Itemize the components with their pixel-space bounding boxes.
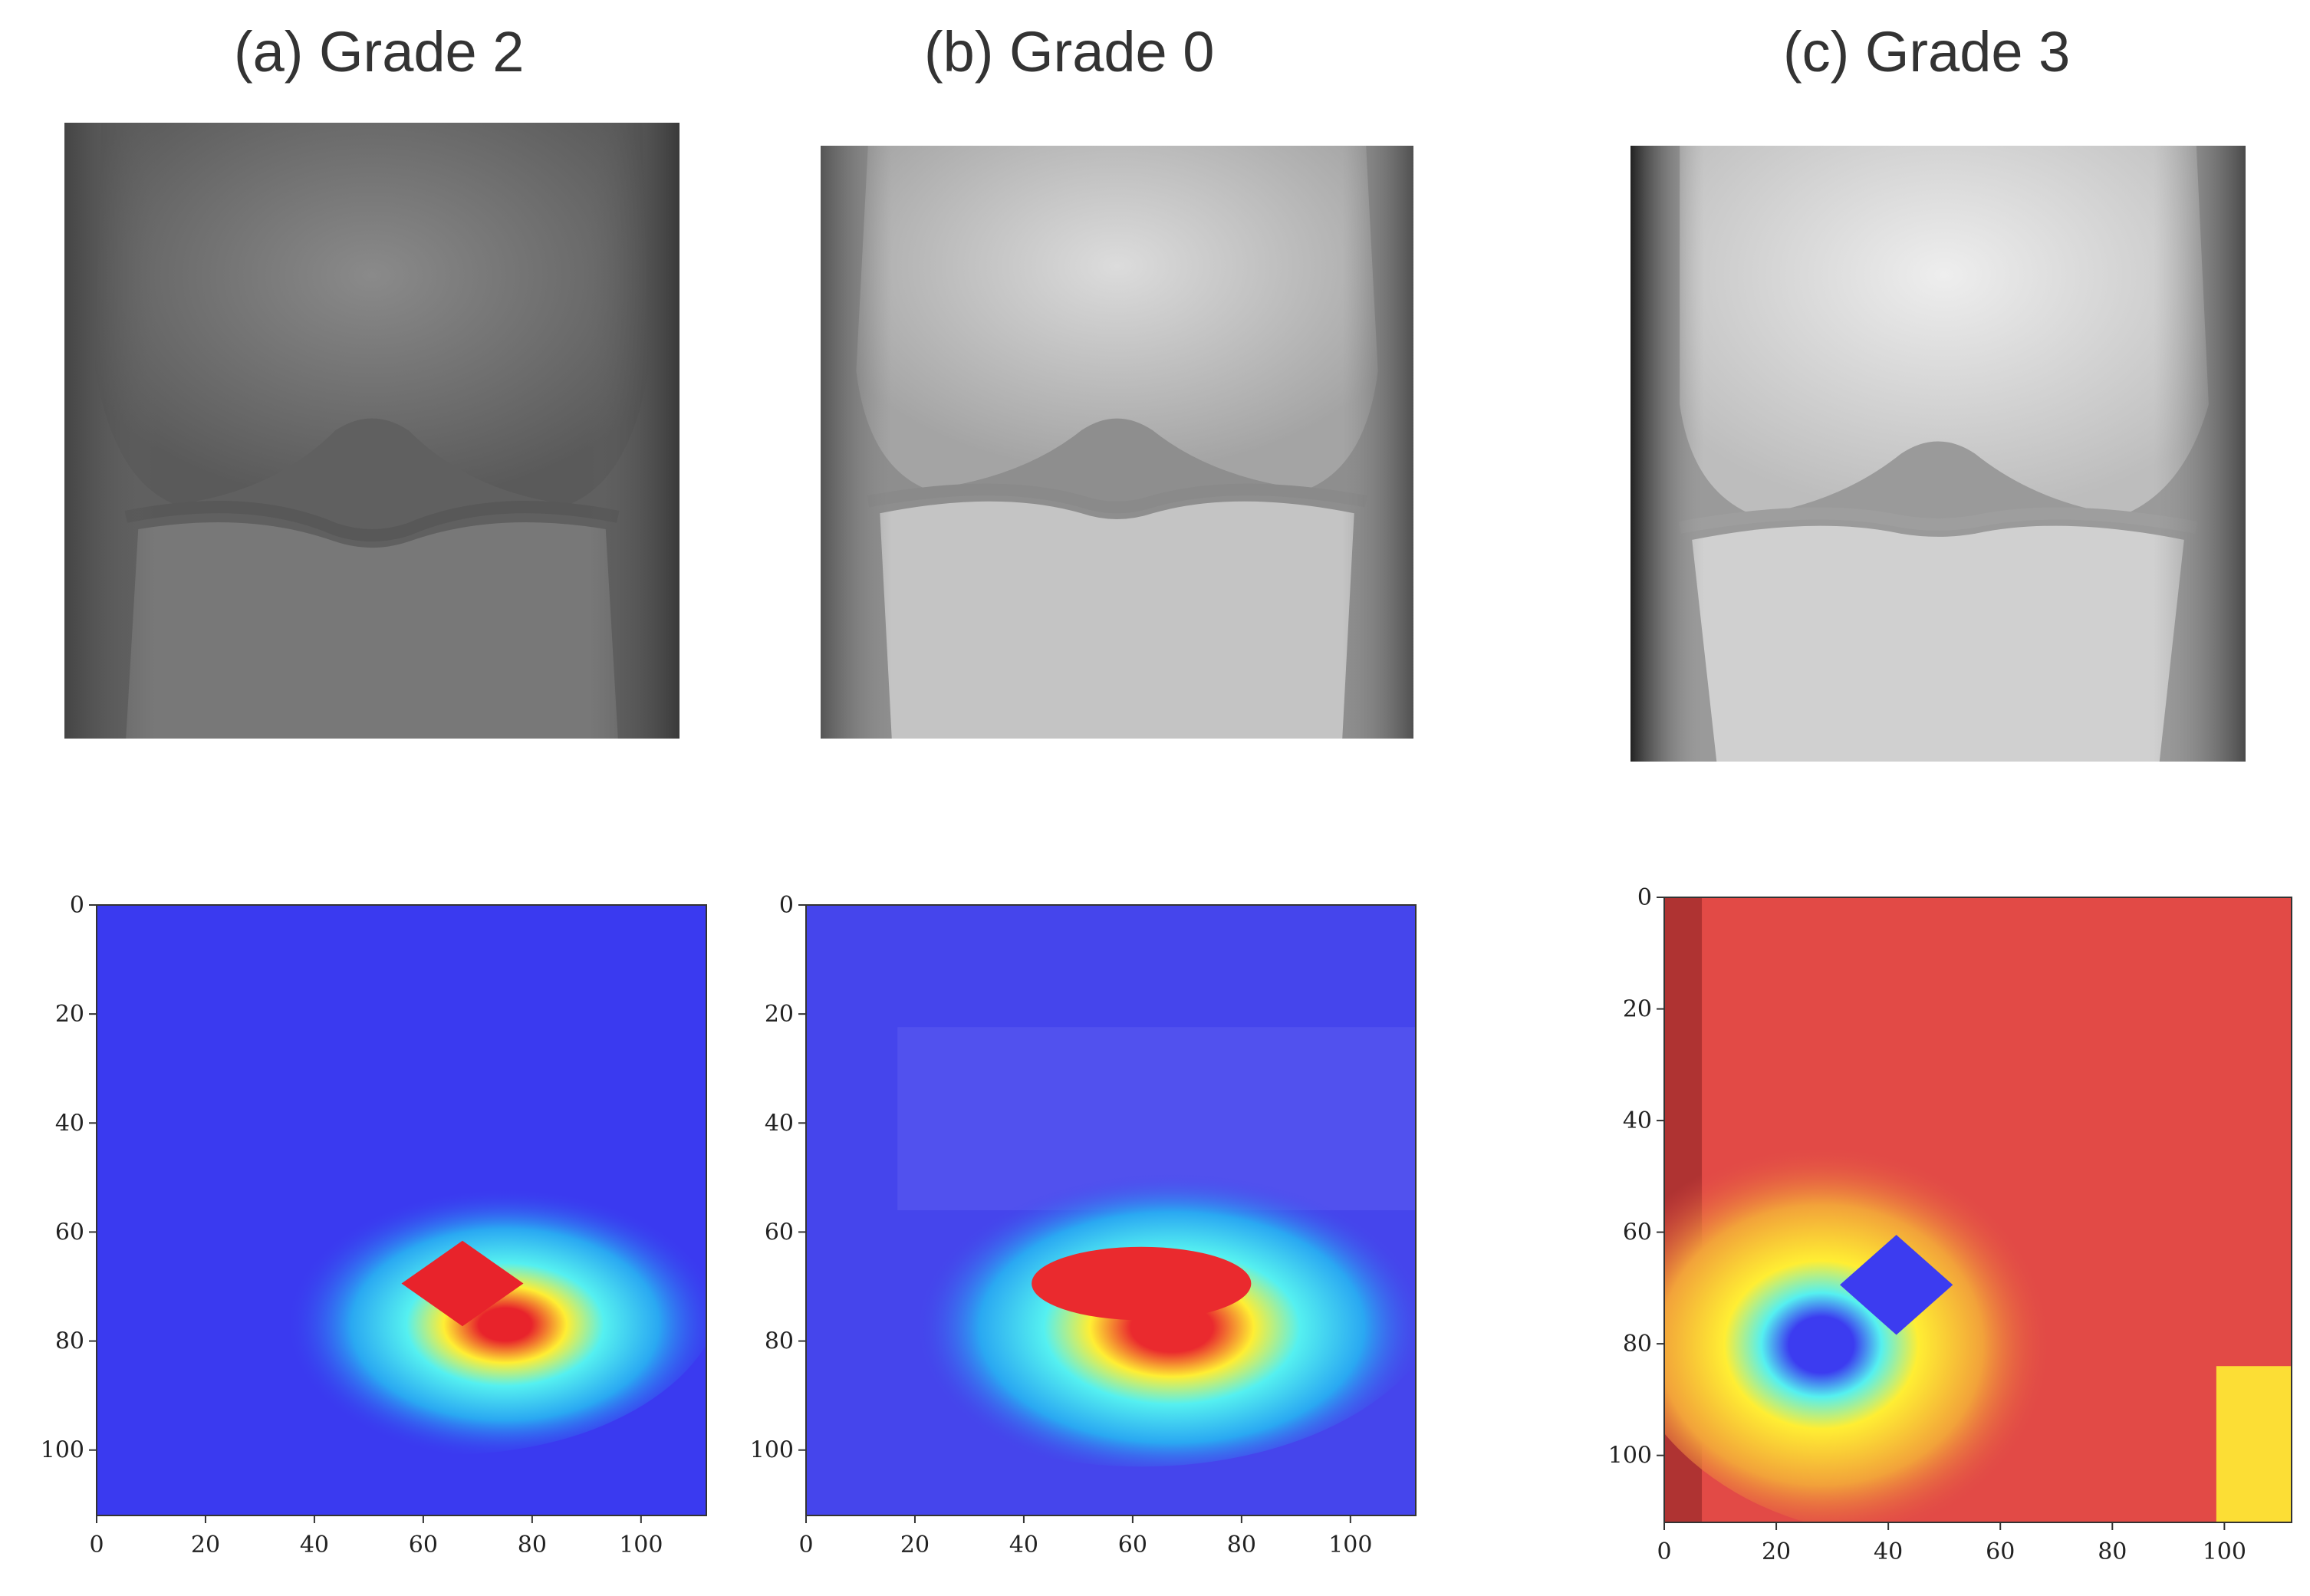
panel-c-title: (c) Grade 3 bbox=[1783, 20, 2071, 84]
heatmap-a-plot bbox=[97, 905, 706, 1515]
y-tick-label: 40 bbox=[765, 1110, 794, 1137]
xray-image-a bbox=[64, 123, 680, 739]
x-tick-label: 20 bbox=[191, 1532, 220, 1558]
x-tick-label: 100 bbox=[2203, 1538, 2246, 1565]
x-tick-label: 40 bbox=[1874, 1538, 1903, 1565]
heatmap-c-plot bbox=[1664, 897, 2292, 1522]
y-tick-label: 60 bbox=[1623, 1219, 1652, 1246]
y-tick-label: 100 bbox=[750, 1437, 794, 1464]
y-tick-label: 0 bbox=[70, 892, 84, 919]
x-tick-label: 60 bbox=[409, 1532, 438, 1558]
xray-image-c bbox=[1630, 146, 2246, 762]
y-tick-label: 80 bbox=[765, 1328, 794, 1355]
y-tick-label: 60 bbox=[55, 1219, 84, 1246]
y-tick-label: 20 bbox=[765, 1001, 794, 1028]
panel-b-title: (b) Grade 0 bbox=[924, 20, 1215, 84]
y-tick-label: 60 bbox=[765, 1219, 794, 1246]
knee-xray-b bbox=[821, 146, 1413, 739]
x-tick-label: 60 bbox=[1986, 1538, 2015, 1565]
heatmap-b bbox=[806, 905, 1416, 1515]
knee-xray-a bbox=[64, 123, 680, 739]
y-tick-label: 20 bbox=[55, 1001, 84, 1028]
x-tick-label: 100 bbox=[1328, 1532, 1372, 1558]
y-tick-label: 40 bbox=[1623, 1107, 1652, 1134]
x-tick-label: 0 bbox=[1657, 1538, 1671, 1565]
y-tick-label: 80 bbox=[1623, 1331, 1652, 1357]
y-tick-label: 20 bbox=[1623, 996, 1652, 1023]
heatmap-c bbox=[1664, 897, 2292, 1522]
x-tick-label: 80 bbox=[518, 1532, 547, 1558]
heatmap-frame bbox=[96, 904, 707, 1516]
x-tick-label: 60 bbox=[1118, 1532, 1147, 1558]
heatmap-b-plot bbox=[806, 905, 1416, 1515]
knee-xray-c bbox=[1630, 146, 2246, 762]
heatmap-frame bbox=[805, 904, 1417, 1516]
x-tick-label: 20 bbox=[1762, 1538, 1791, 1565]
x-tick-label: 80 bbox=[1227, 1532, 1256, 1558]
heatmap-frame bbox=[1663, 897, 2292, 1523]
y-tick-label: 0 bbox=[779, 892, 794, 919]
y-tick-label: 40 bbox=[55, 1110, 84, 1137]
y-tick-label: 100 bbox=[1608, 1443, 1652, 1469]
panel-a-title: (a) Grade 2 bbox=[234, 20, 525, 84]
y-tick-label: 80 bbox=[55, 1328, 84, 1355]
x-tick-label: 40 bbox=[300, 1532, 329, 1558]
x-tick-label: 0 bbox=[798, 1532, 813, 1558]
x-tick-label: 0 bbox=[89, 1532, 104, 1558]
y-tick-label: 100 bbox=[41, 1437, 84, 1464]
y-tick-label: 0 bbox=[1637, 884, 1652, 911]
xray-image-b bbox=[821, 146, 1413, 739]
x-tick-label: 80 bbox=[2098, 1538, 2127, 1565]
heatmap-a bbox=[97, 905, 706, 1515]
x-tick-label: 40 bbox=[1009, 1532, 1038, 1558]
x-tick-label: 100 bbox=[619, 1532, 663, 1558]
x-tick-label: 20 bbox=[900, 1532, 930, 1558]
